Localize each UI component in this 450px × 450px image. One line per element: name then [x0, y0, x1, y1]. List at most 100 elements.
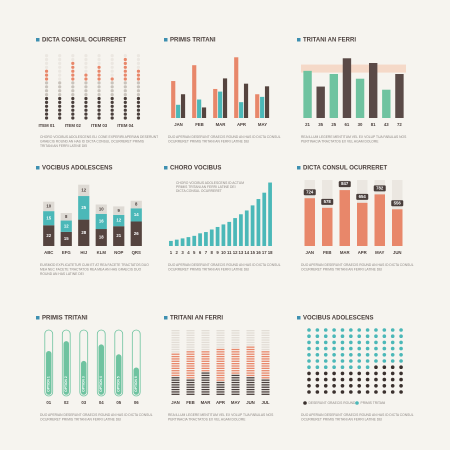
- dash-empty: [246, 337, 255, 339]
- bar: [201, 107, 207, 118]
- dot: [315, 353, 320, 357]
- x-tick-label: 21: [305, 122, 310, 127]
- bar: [222, 78, 228, 118]
- dash-stack: [201, 372, 210, 395]
- dot: [357, 340, 362, 345]
- dash-empty: [261, 334, 270, 337]
- dot: [97, 96, 101, 101]
- dash: [201, 391, 210, 393]
- dash: [216, 351, 225, 353]
- dot: [123, 93, 127, 97]
- dot: [44, 57, 49, 62]
- x-tick-label: 7: [205, 250, 208, 255]
- bar: [395, 74, 404, 118]
- option-label: OPTION 6: [134, 376, 138, 392]
- x-tick-label: ITEM 02: [65, 123, 82, 128]
- dot: [123, 112, 127, 116]
- dot: [307, 384, 311, 388]
- dot: [71, 81, 75, 85]
- dash: [231, 348, 240, 351]
- dash: [216, 372, 225, 374]
- dot: [58, 89, 62, 93]
- dot: [44, 85, 49, 89]
- dash: [246, 377, 255, 379]
- dot: [390, 346, 395, 351]
- value-label: 724: [306, 189, 314, 194]
- dot: [315, 334, 320, 339]
- bar: [218, 91, 223, 118]
- x-tick-label: 4: [187, 250, 190, 255]
- dash: [261, 351, 270, 353]
- dot: [307, 390, 311, 394]
- dash: [186, 388, 195, 391]
- value-label: 12: [81, 188, 86, 193]
- bar: [264, 86, 270, 118]
- dot: [332, 377, 336, 382]
- dot: [136, 112, 141, 116]
- dot: [307, 334, 311, 339]
- dot: [44, 108, 49, 112]
- dash-empty: [171, 346, 180, 348]
- dash-empty: [231, 332, 240, 334]
- dash-empty: [216, 332, 225, 334]
- dot: [332, 371, 336, 376]
- dash-empty: [216, 337, 225, 339]
- dot: [399, 340, 403, 345]
- dot: [71, 93, 75, 97]
- dot: [44, 96, 49, 101]
- bar-segment: [43, 225, 55, 246]
- bar: [234, 57, 239, 118]
- dash: [201, 351, 210, 353]
- dot: [332, 340, 336, 345]
- bar: [239, 102, 244, 118]
- dash: [231, 374, 240, 377]
- dot: [374, 334, 378, 339]
- callout: [303, 189, 316, 196]
- value-label: 578: [324, 199, 332, 204]
- dot: [58, 69, 62, 73]
- dash-empty: [261, 339, 270, 341]
- caption: MEA NEC FACETE TRACTATOS REA MEA AN HAS …: [40, 267, 142, 271]
- title-marker: [36, 166, 40, 170]
- dot: [110, 85, 114, 89]
- dash-empty: [231, 344, 240, 346]
- dot: [315, 377, 320, 382]
- dash: [201, 360, 210, 362]
- dash: [261, 381, 270, 384]
- dot: [97, 108, 101, 112]
- x-tick-label: MAR: [340, 250, 351, 255]
- dot: [136, 81, 141, 85]
- dot: [136, 108, 141, 112]
- dash: [186, 355, 195, 358]
- dash: [216, 363, 225, 365]
- dash: [231, 358, 240, 360]
- dash: [231, 391, 240, 393]
- dash-empty: [171, 337, 180, 339]
- progress-fill: [63, 341, 69, 395]
- dash: [216, 374, 225, 377]
- bar: [180, 94, 186, 118]
- x-tick-label: 81: [371, 122, 376, 127]
- panel-title: DICTA CONSUL OCURRERET: [42, 38, 127, 44]
- dash: [201, 365, 210, 367]
- dash: [216, 370, 225, 372]
- dot: [340, 390, 345, 394]
- dot: [58, 73, 62, 77]
- dash-empty: [261, 348, 270, 351]
- dot: [44, 93, 49, 97]
- value-label: 28: [81, 230, 86, 235]
- value-label: 8: [65, 214, 68, 219]
- dot: [374, 384, 378, 388]
- dash: [261, 388, 270, 391]
- caption: OCURRERET PRIMIS TRITANI AN FERRI LATINE…: [301, 417, 382, 421]
- dot: [44, 65, 49, 69]
- dash-empty: [171, 341, 180, 344]
- dash: [216, 353, 225, 355]
- x-tick-label: ABC: [44, 250, 53, 255]
- dash-empty: [171, 348, 180, 351]
- panel-title: PRIMIS TRITANI: [170, 38, 216, 44]
- dot: [136, 100, 141, 104]
- dot: [97, 69, 101, 73]
- bar: [171, 81, 176, 118]
